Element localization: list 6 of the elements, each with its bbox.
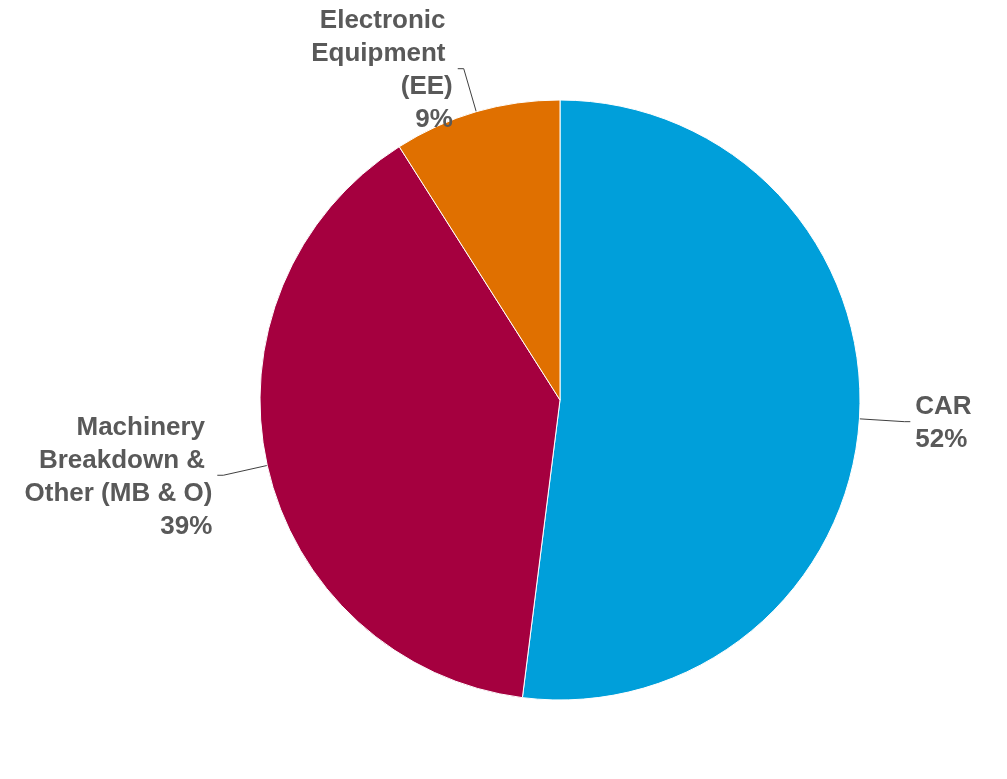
slice-label: CAR: [915, 390, 972, 421]
slice-label: Machinery Breakdown & Other (MB & O): [24, 410, 213, 507]
slice-label: Electronic Equipment (EE): [311, 4, 453, 101]
data-label: 39%: [160, 509, 213, 540]
data-label: 52%: [915, 423, 968, 454]
data-label: 9%: [415, 103, 453, 134]
